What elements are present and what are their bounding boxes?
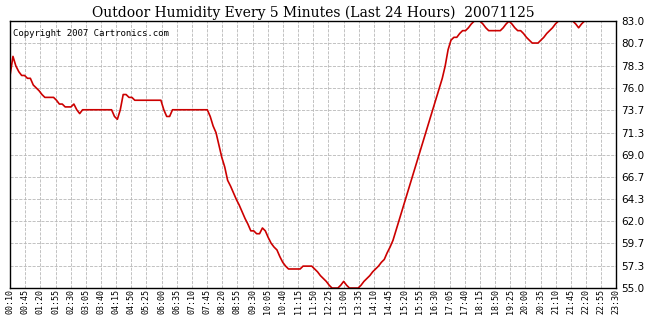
Title: Outdoor Humidity Every 5 Minutes (Last 24 Hours)  20071125: Outdoor Humidity Every 5 Minutes (Last 2… <box>92 5 534 20</box>
Text: Copyright 2007 Cartronics.com: Copyright 2007 Cartronics.com <box>13 29 169 38</box>
